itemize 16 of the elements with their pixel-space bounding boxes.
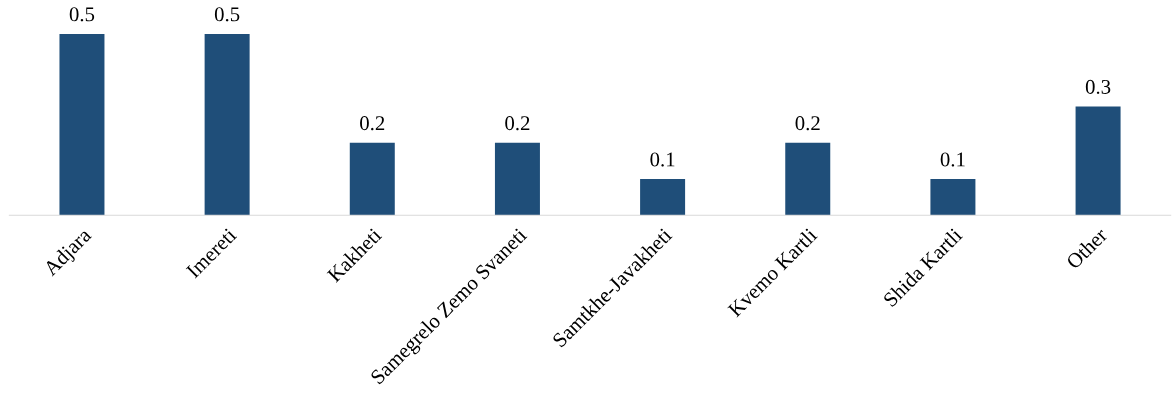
bar xyxy=(59,33,105,216)
bar xyxy=(494,142,540,216)
data-label: 0.1 xyxy=(650,152,675,167)
data-label: 0.3 xyxy=(1085,79,1111,94)
bar xyxy=(204,33,250,216)
data-label: 0.1 xyxy=(940,152,965,167)
data-label: 0.5 xyxy=(69,7,95,22)
bar xyxy=(930,179,976,216)
bar xyxy=(1075,106,1121,216)
data-label: 0.2 xyxy=(795,116,820,131)
bar xyxy=(640,179,686,216)
data-label: 0.5 xyxy=(214,7,240,22)
bar xyxy=(785,142,831,216)
bar xyxy=(349,142,395,216)
data-label: 0.2 xyxy=(505,116,530,131)
data-label: 0.2 xyxy=(360,116,385,131)
